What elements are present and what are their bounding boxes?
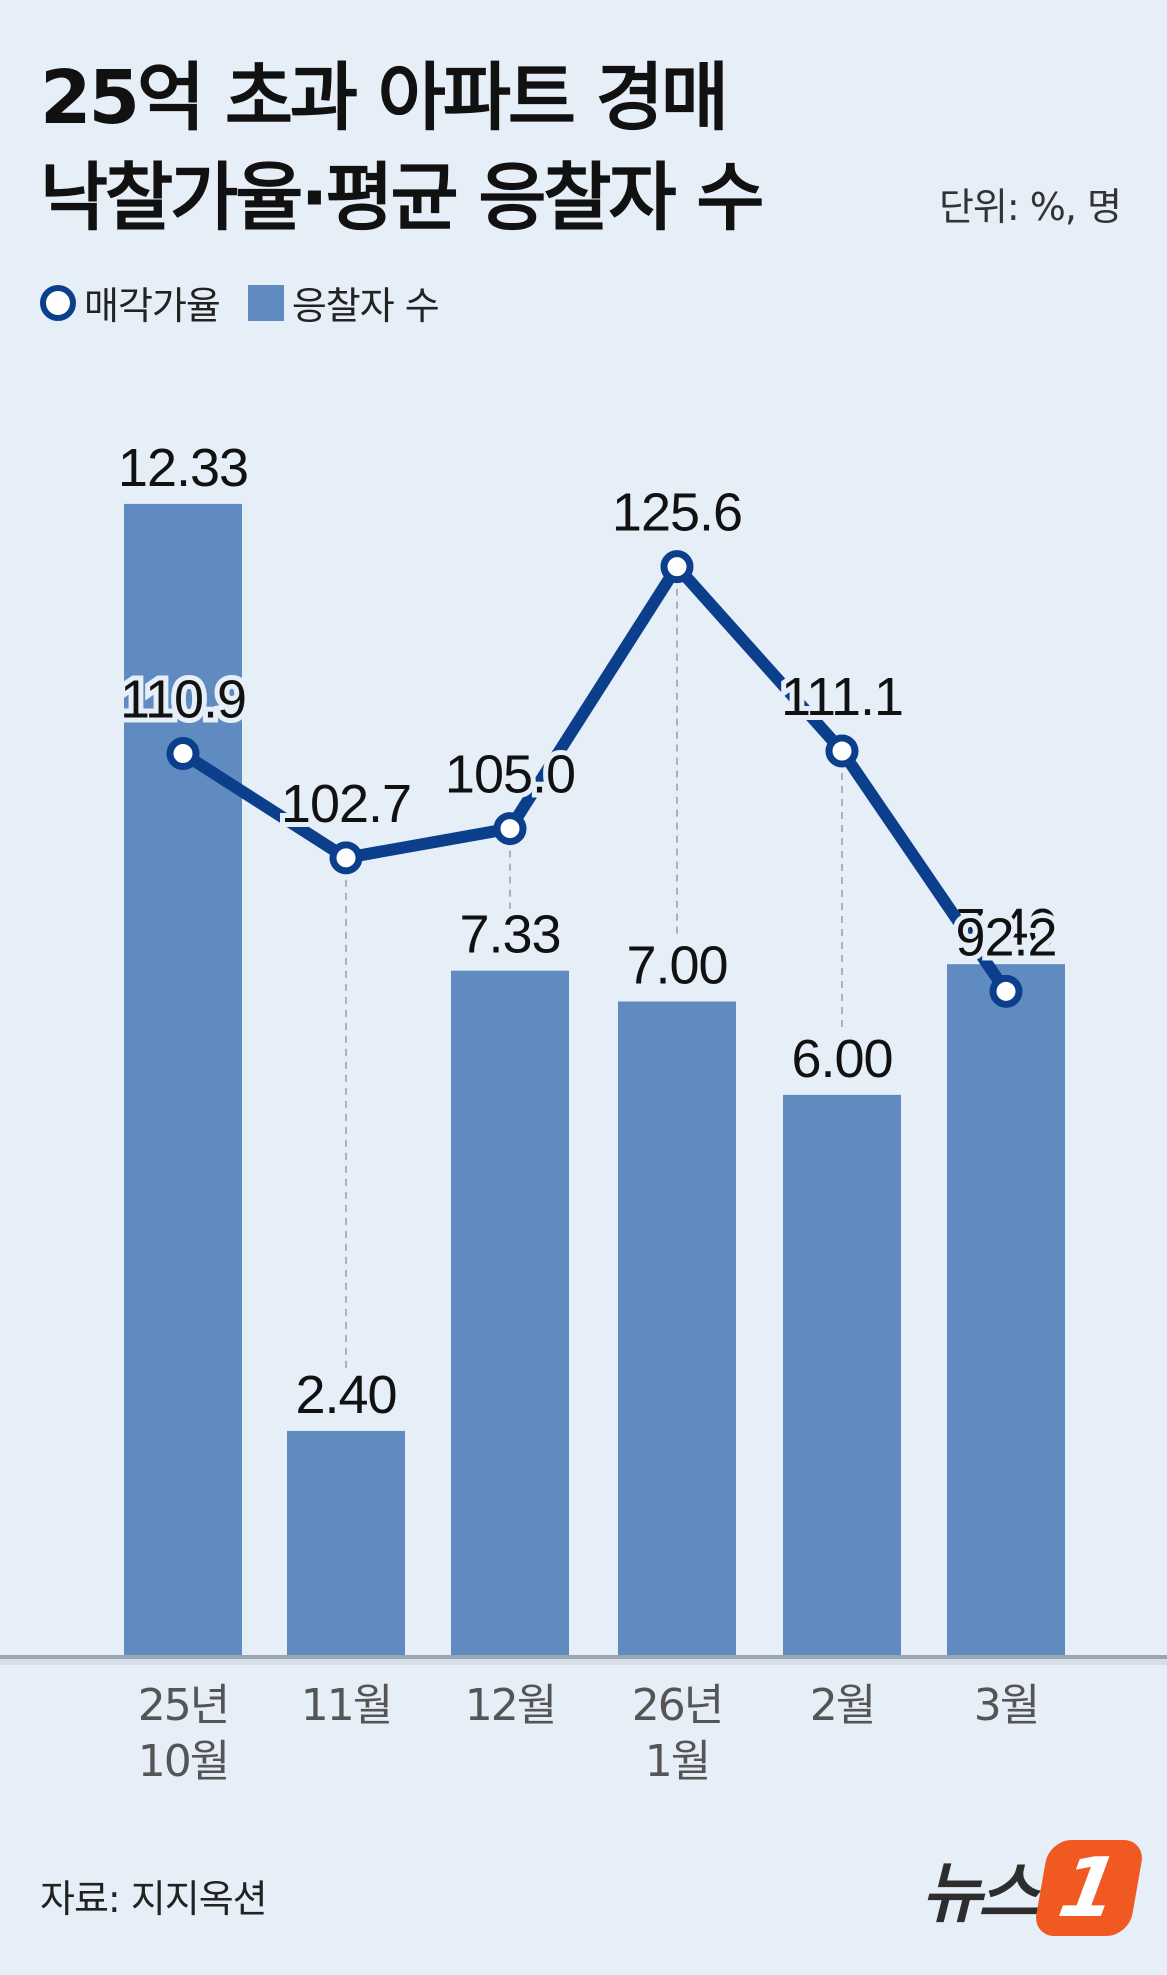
line-value-label: 125.6 (612, 483, 742, 543)
line-value-label: 110.9 (120, 670, 246, 730)
title-line-1: 25억 초과 아파트 경매 (40, 55, 729, 141)
bar-value-label: 7.00 (626, 936, 727, 996)
legend-bar-label: 응찰자 수 (291, 284, 440, 328)
category-label: 25년 (138, 1680, 228, 1731)
bar-value-label: 6.00 (791, 1029, 892, 1089)
line-value-label: 102.7 (281, 774, 411, 834)
bar (618, 1001, 736, 1655)
line-point (329, 841, 363, 875)
legend-bar-swatch-icon (247, 284, 284, 321)
title-line-2: 낙찰가율·평균 응찰자 수 (40, 155, 764, 241)
bar-value-label: 12.33 (118, 438, 248, 498)
category-label: 1월 (645, 1736, 709, 1787)
category-label: 12월 (465, 1680, 555, 1731)
legend-line-marker-icon (40, 284, 76, 321)
line-point (166, 737, 200, 771)
bar-value-label: 2.40 (295, 1365, 396, 1425)
legend-line-label: 매각가율 (84, 284, 221, 328)
category-label: 3월 (974, 1680, 1038, 1731)
news1-logo: 뉴스 1 (921, 1840, 1146, 1936)
x-axis-baseline (0, 1655, 1167, 1659)
line-value-label: 111.1 (781, 667, 903, 727)
source-note: 자료: 지지옥션 (40, 1877, 268, 1921)
bar (287, 1430, 405, 1655)
logo-text: 뉴스 (921, 1855, 1039, 1932)
category-label: 10월 (138, 1736, 228, 1787)
x-axis-baseline-shadow (0, 1659, 1167, 1665)
chart-title: 25억 초과 아파트 경매 낙찰가율·평균 응찰자 수 (40, 48, 764, 248)
line-point (989, 974, 1023, 1008)
unit-label: 단위: %, 명 (938, 185, 1122, 229)
logo-badge-icon: 1 (1032, 1840, 1146, 1936)
bar (124, 503, 242, 1655)
line-point (660, 550, 694, 584)
bar (783, 1094, 901, 1655)
bar (451, 970, 569, 1655)
bar-value-label: 7.33 (459, 905, 560, 965)
category-label: 11월 (301, 1680, 391, 1731)
logo-badge-text: 1 (1052, 1841, 1126, 1936)
category-label: 2월 (810, 1680, 874, 1731)
bar (947, 964, 1065, 1655)
line-value-label: 92.2 (955, 907, 1056, 967)
legend: 매각가율 응찰자 수 (40, 275, 440, 330)
line-point (493, 812, 527, 846)
line-series (177, 560, 1012, 998)
line-value-label: 105.0 (445, 745, 575, 805)
line-point (825, 734, 859, 768)
category-label: 26년 (632, 1680, 722, 1731)
